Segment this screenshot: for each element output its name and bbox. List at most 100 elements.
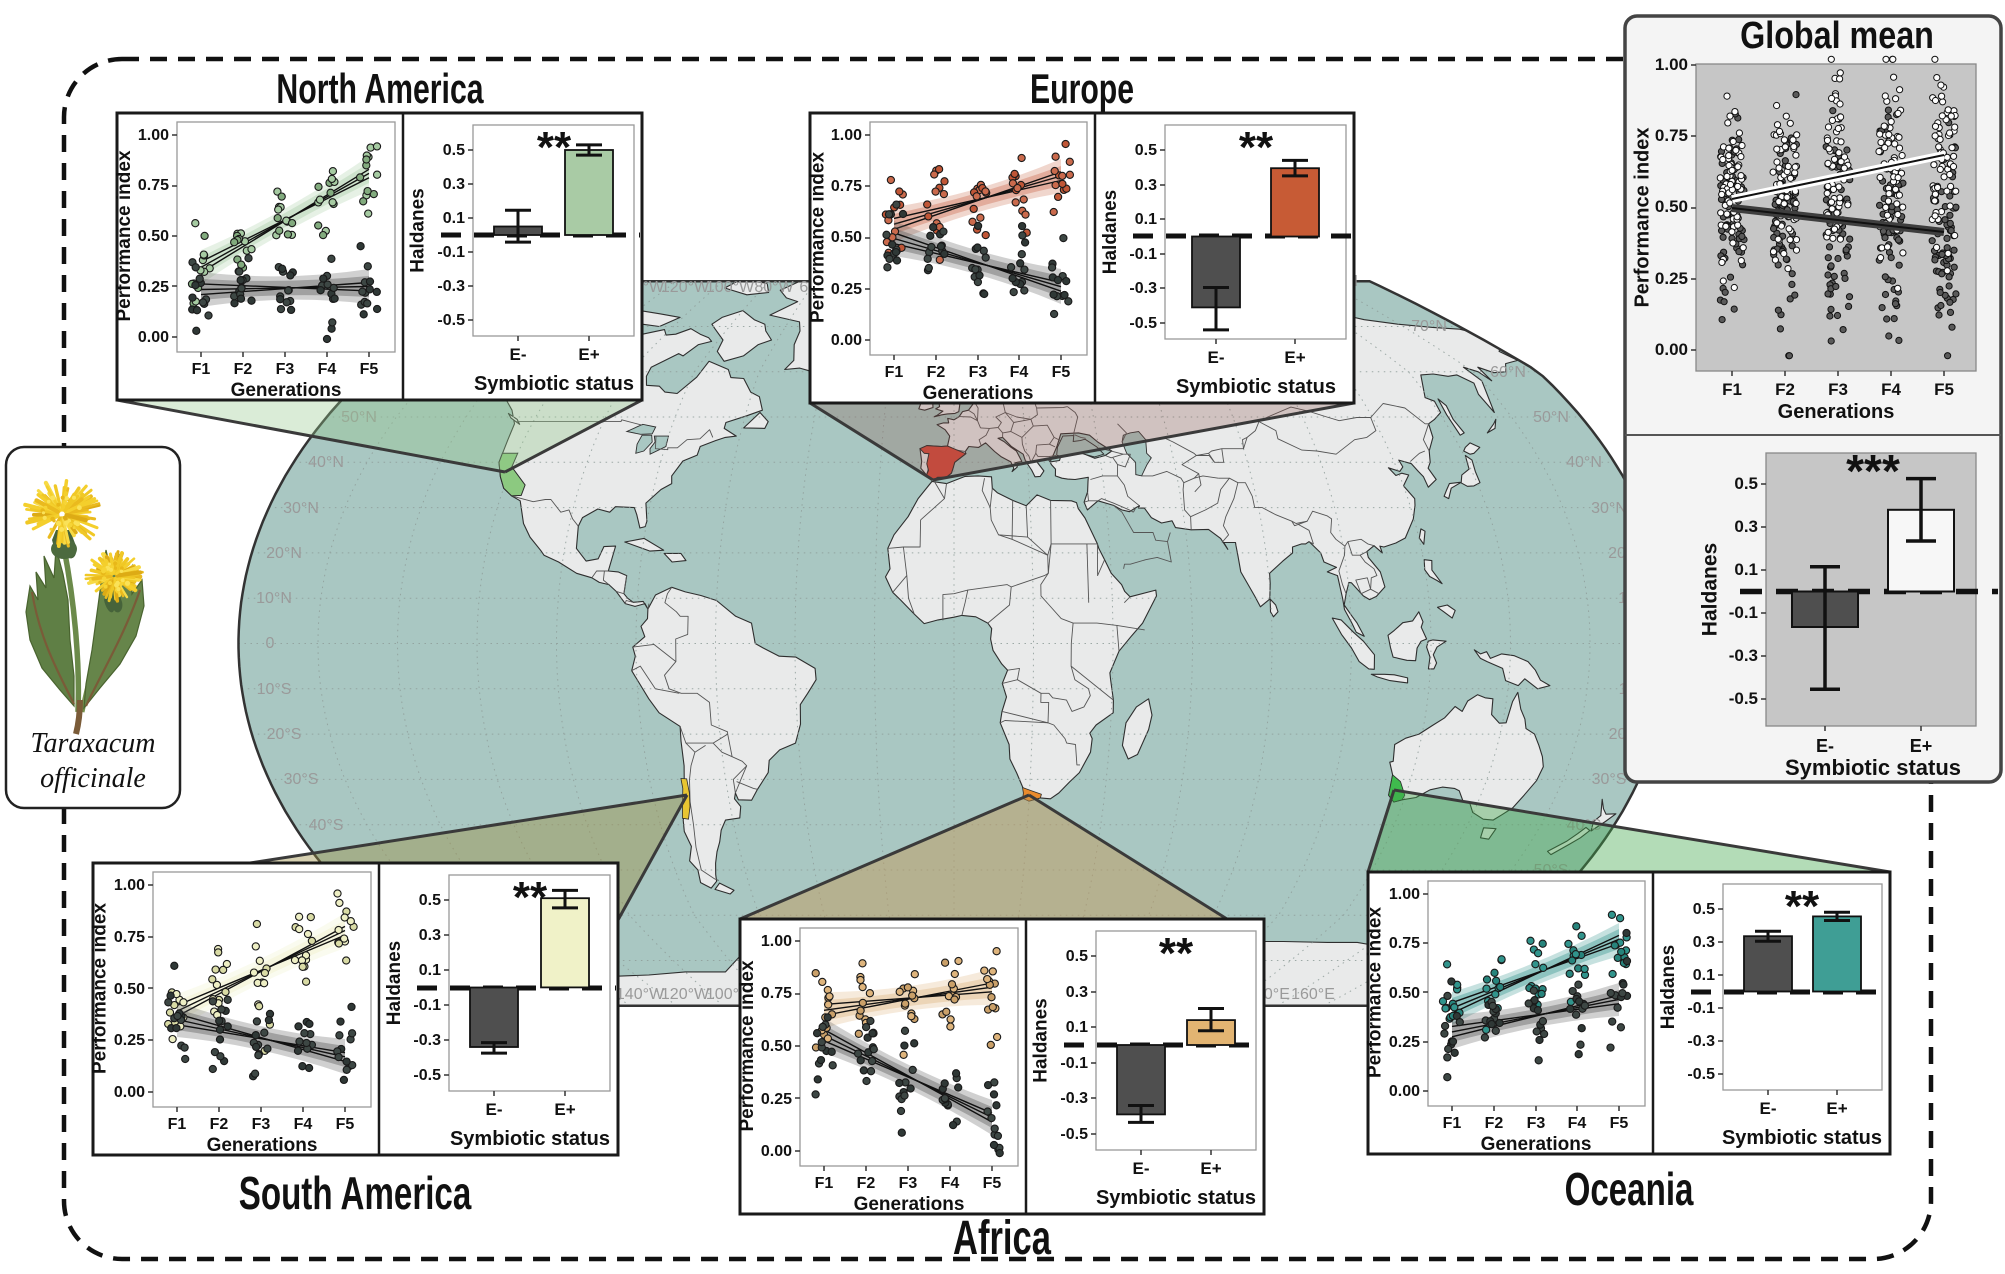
svg-text:Performance index: Performance index (808, 152, 829, 323)
svg-text:Symbiotic status: Symbiotic status (450, 1128, 610, 1150)
svg-text:-0.3: -0.3 (437, 278, 465, 295)
svg-text:Symbiotic status: Symbiotic status (474, 373, 634, 395)
svg-text:0.50: 0.50 (831, 229, 862, 246)
svg-text:-0.1: -0.1 (1060, 1055, 1088, 1072)
svg-text:Generations: Generations (1481, 1134, 1592, 1155)
svg-text:120°W: 120°W (661, 279, 710, 296)
svg-text:1.00: 1.00 (138, 127, 169, 144)
svg-text:Haldanes: Haldanes (384, 941, 405, 1025)
svg-text:0.25: 0.25 (761, 1091, 792, 1108)
svg-text:F4: F4 (318, 361, 337, 378)
svg-text:Haldanes: Haldanes (1031, 998, 1052, 1082)
svg-text:**: ** (1159, 929, 1194, 978)
svg-text:Performance index: Performance index (737, 960, 758, 1131)
svg-text:30°S: 30°S (1592, 771, 1627, 788)
svg-text:E-: E- (1760, 1099, 1777, 1118)
svg-text:-0.3: -0.3 (1729, 646, 1758, 665)
svg-text:F3: F3 (1527, 1115, 1546, 1132)
svg-text:0.25: 0.25 (138, 279, 169, 296)
svg-text:F3: F3 (276, 361, 295, 378)
svg-text:E-: E- (1816, 736, 1834, 756)
svg-text:F1: F1 (1443, 1115, 1462, 1132)
svg-text:F4: F4 (941, 1175, 960, 1192)
svg-text:Generations: Generations (231, 380, 342, 401)
svg-text:Performance index: Performance index (90, 903, 111, 1074)
svg-text:0.50: 0.50 (1389, 985, 1420, 1002)
svg-text:20°S: 20°S (267, 726, 302, 743)
svg-text:F4: F4 (1568, 1115, 1587, 1132)
svg-text:F4: F4 (294, 1116, 313, 1133)
svg-text:F3: F3 (969, 364, 988, 381)
svg-text:50°N: 50°N (341, 409, 377, 426)
svg-text:1.00: 1.00 (1389, 886, 1420, 903)
svg-text:Haldanes: Haldanes (1699, 543, 1722, 636)
svg-text:Symbiotic status: Symbiotic status (1096, 1187, 1256, 1209)
svg-text:F2: F2 (234, 361, 253, 378)
svg-text:E-: E- (486, 1100, 503, 1119)
svg-text:E+: E+ (554, 1100, 575, 1119)
svg-text:20°N: 20°N (266, 545, 302, 562)
svg-text:E-: E- (1208, 348, 1225, 367)
svg-text:0.25: 0.25 (1389, 1034, 1420, 1051)
svg-text:E+: E+ (1826, 1099, 1847, 1118)
svg-text:-0.5: -0.5 (413, 1067, 441, 1084)
svg-text:10°S: 10°S (257, 681, 292, 698)
svg-text:E+: E+ (578, 345, 599, 364)
svg-text:0.50: 0.50 (138, 228, 169, 245)
svg-text:E-: E- (1133, 1159, 1150, 1178)
svg-text:0.00: 0.00 (831, 332, 862, 349)
svg-text:0.75: 0.75 (1389, 935, 1420, 952)
svg-text:0.25: 0.25 (831, 281, 862, 298)
svg-text:F1: F1 (815, 1175, 834, 1192)
svg-text:0.1: 0.1 (1135, 211, 1157, 228)
svg-text:-0.3: -0.3 (1060, 1090, 1088, 1107)
svg-text:Europe: Europe (1030, 65, 1134, 112)
svg-text:-0.1: -0.1 (1687, 1000, 1715, 1017)
svg-text:Generations: Generations (207, 1135, 318, 1156)
svg-text:0.00: 0.00 (114, 1084, 145, 1101)
svg-text:Symbiotic status: Symbiotic status (1176, 376, 1336, 398)
svg-text:Performance index: Performance index (1365, 907, 1386, 1078)
svg-text:0.1: 0.1 (1734, 560, 1758, 579)
svg-text:40°S: 40°S (309, 817, 344, 834)
svg-text:-0.1: -0.1 (437, 244, 465, 261)
svg-text:0.75: 0.75 (761, 985, 792, 1002)
svg-text:-0.3: -0.3 (1129, 280, 1157, 297)
svg-text:F5: F5 (1934, 380, 1954, 399)
svg-text:Haldanes: Haldanes (1658, 945, 1679, 1029)
svg-text:0.75: 0.75 (1655, 126, 1688, 145)
svg-text:-0.5: -0.5 (1129, 315, 1157, 332)
svg-text:30°N: 30°N (283, 500, 319, 517)
svg-text:-0.1: -0.1 (1129, 246, 1157, 263)
svg-text:E+: E+ (1284, 348, 1305, 367)
svg-text:F4: F4 (1010, 364, 1029, 381)
svg-text:0.5: 0.5 (1135, 142, 1157, 159)
svg-text:F2: F2 (1485, 1115, 1504, 1132)
svg-text:**: ** (537, 123, 572, 172)
svg-text:-0.5: -0.5 (437, 312, 465, 329)
svg-text:Generations: Generations (854, 1194, 965, 1215)
svg-text:F3: F3 (252, 1116, 271, 1133)
svg-text:0.75: 0.75 (831, 178, 862, 195)
svg-text:F2: F2 (1775, 380, 1795, 399)
svg-text:-0.1: -0.1 (413, 997, 441, 1014)
svg-text:F1: F1 (168, 1116, 187, 1133)
svg-text:F5: F5 (1610, 1115, 1629, 1132)
svg-text:F3: F3 (1828, 380, 1848, 399)
svg-text:0.5: 0.5 (1066, 948, 1088, 965)
svg-text:0.5: 0.5 (1693, 901, 1715, 918)
svg-text:Taraxacum: Taraxacum (31, 728, 156, 759)
svg-text:F4: F4 (1881, 380, 1901, 399)
svg-text:-0.5: -0.5 (1729, 689, 1758, 708)
svg-text:F2: F2 (927, 364, 946, 381)
svg-text:F1: F1 (885, 364, 904, 381)
svg-text:0.5: 0.5 (1734, 474, 1758, 493)
svg-text:0.00: 0.00 (1389, 1083, 1420, 1100)
svg-text:Performance index: Performance index (114, 150, 135, 321)
svg-text:Performance index: Performance index (1632, 127, 1654, 307)
svg-text:0.1: 0.1 (1066, 1019, 1088, 1036)
svg-text:South America: South America (239, 1169, 472, 1219)
svg-text:0.75: 0.75 (114, 929, 145, 946)
svg-text:140°W: 140°W (616, 986, 665, 1003)
svg-text:-0.3: -0.3 (1687, 1033, 1715, 1050)
